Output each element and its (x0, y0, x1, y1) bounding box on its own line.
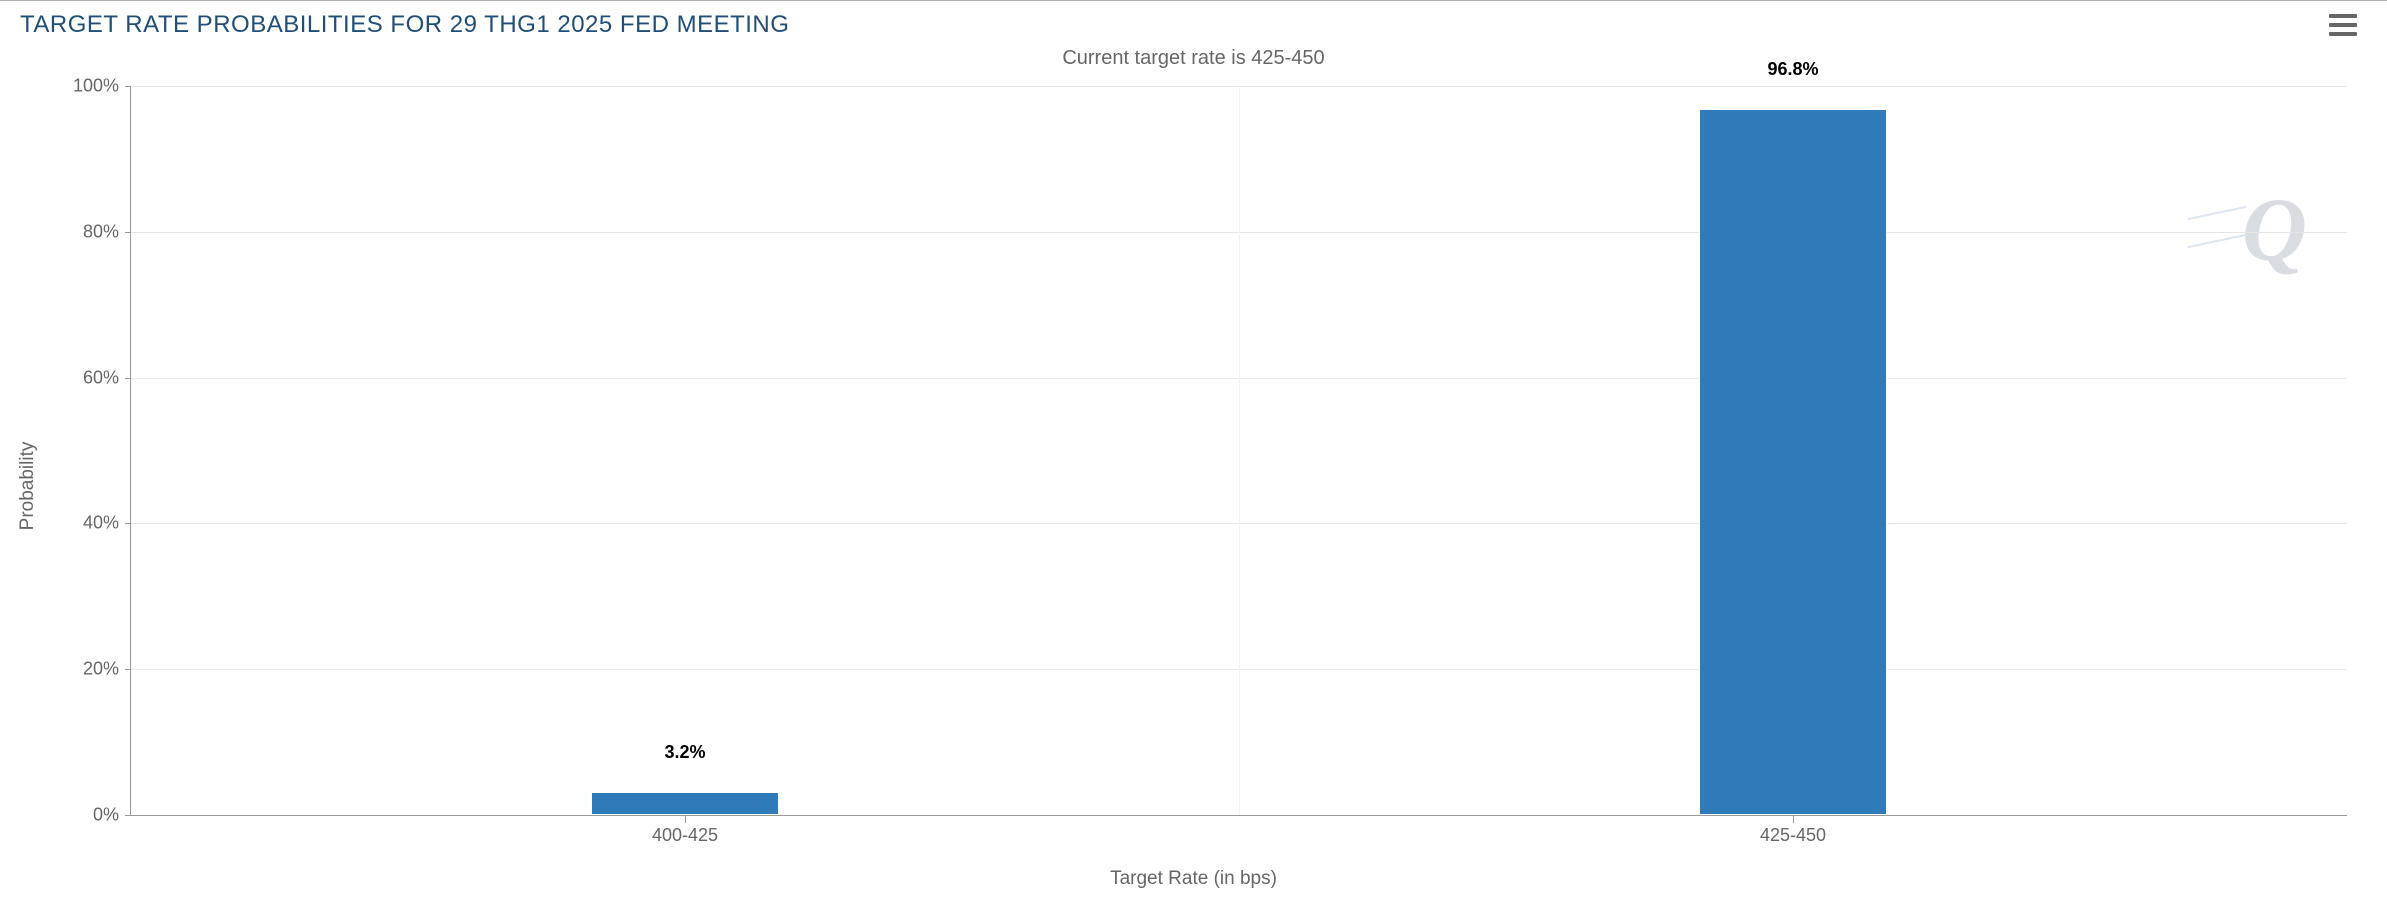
x-tick-mark (685, 815, 686, 823)
chart-title: TARGET RATE PROBABILITIES FOR 29 THG1 20… (20, 11, 789, 39)
y-tick-label: 40% (83, 513, 131, 534)
x-tick-mark (1793, 815, 1794, 823)
bar-value-label: 96.8% (1767, 59, 1818, 84)
category-divider (1239, 86, 1240, 815)
title-bar: TARGET RATE PROBABILITIES FOR 29 THG1 20… (0, 1, 2387, 43)
chart-area: Probability Q 0%20%40%60%80%100%3.2%400-… (0, 76, 2387, 896)
y-tick-mark (125, 232, 131, 233)
bar-value-label: 3.2% (664, 742, 705, 767)
y-tick-mark (125, 669, 131, 670)
chart-container: TARGET RATE PROBABILITIES FOR 29 THG1 20… (0, 0, 2387, 913)
y-tick-mark (125, 378, 131, 379)
y-tick-label: 100% (73, 76, 131, 97)
y-tick-label: 80% (83, 221, 131, 242)
bar[interactable] (1699, 109, 1887, 815)
y-tick-mark (125, 86, 131, 87)
bar[interactable] (591, 792, 779, 815)
y-tick-label: 60% (83, 367, 131, 388)
x-axis-title: Target Rate (in bps) (1110, 868, 1277, 890)
plot-area: Q 0%20%40%60%80%100%3.2%400-42596.8%425-… (130, 86, 2347, 816)
y-tick-mark (125, 815, 131, 816)
y-tick-mark (125, 523, 131, 524)
chart-subtitle: Current target rate is 425-450 (0, 47, 2387, 70)
y-tick-label: 20% (83, 659, 131, 680)
y-axis-title: Probability (17, 442, 39, 531)
hamburger-menu-icon[interactable] (2329, 14, 2357, 36)
